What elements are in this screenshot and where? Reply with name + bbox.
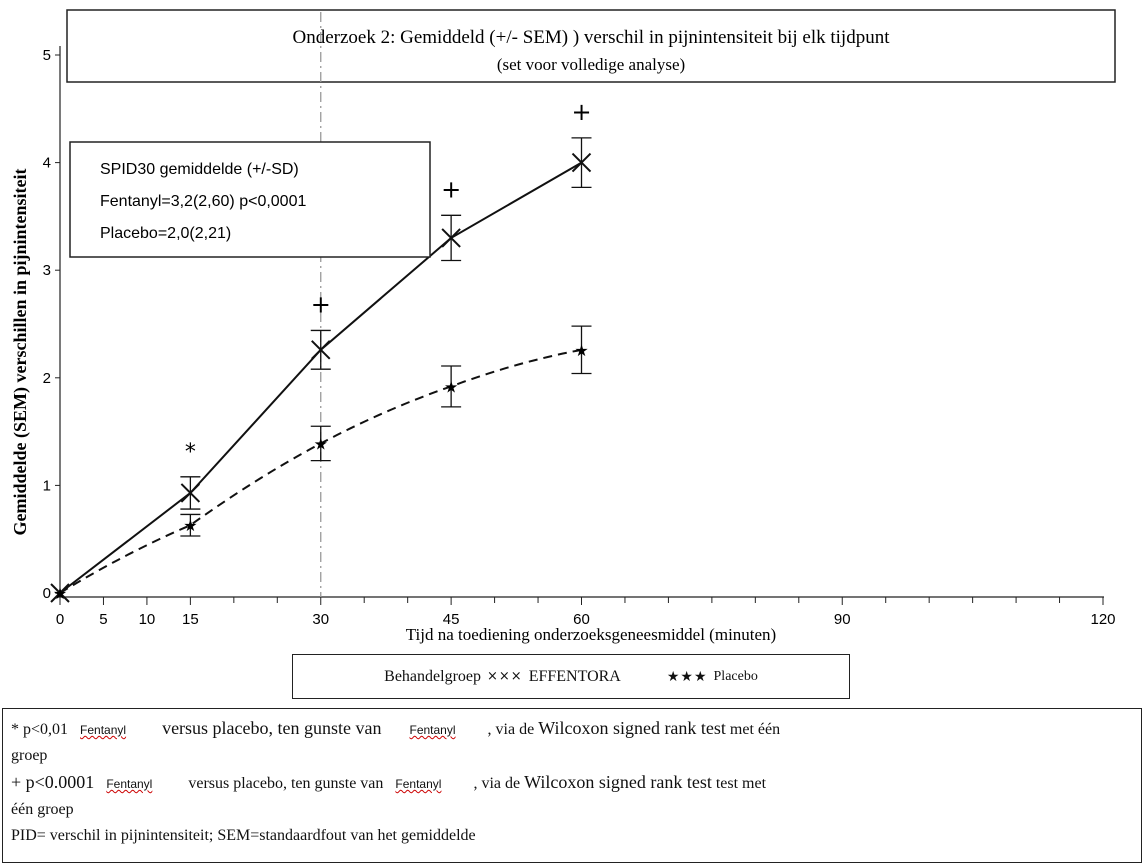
x-tick-label: 120: [1090, 611, 1115, 628]
y-tick-label: 5: [43, 47, 51, 64]
legend-placebo-label: Placebo: [713, 668, 758, 684]
legend-star-marker-icon: ★★★: [666, 668, 708, 685]
title-box: [66, 9, 1116, 83]
x-tick-label: 5: [99, 611, 107, 628]
footnote-3: PID= verschil in pijnintensiteit; SEM=st…: [11, 827, 476, 844]
footnote-1-versus: versus placebo, ten gunste van: [162, 718, 382, 738]
x-tick-label: 10: [139, 611, 156, 628]
footnote-1-cont: groep: [11, 747, 48, 764]
stats-line-1: SPID30 gemiddelde (+/-SD): [100, 161, 299, 178]
stats-line-2: Fentanyl=3,2(2,60) p<0,0001: [100, 193, 306, 210]
footnote-2-group: test met: [715, 775, 767, 792]
footnote-2-drug-2: Fentanyl: [395, 777, 442, 791]
footnote-2-test: Wilcoxon signed rank test: [524, 772, 712, 792]
significance-mark: +: [441, 175, 461, 203]
footnote-1-sig: * p<0,01: [11, 721, 69, 738]
footnote-1-group: met één: [729, 721, 781, 738]
data-point-x: [180, 483, 201, 503]
footnote-2: + p<0.0001 Fentanyl versus placebo, ten …: [11, 769, 1133, 797]
footnotes: * p<0,01 Fentanyl versus placebo, ten gu…: [2, 708, 1142, 863]
legend-x-marker-icon: ×××: [487, 669, 523, 684]
x-tick-label: 30: [312, 611, 329, 628]
chart-subtitle: (set voor volledige analyse): [497, 55, 685, 74]
footnote-1-drug-2: Fentanyl: [409, 723, 456, 737]
significance-mark: *: [185, 440, 196, 465]
data-point-star: ★: [444, 377, 458, 396]
legend: Behandelgroep ××× EFFENTORA ★★★ Placebo: [292, 654, 850, 699]
data-point-star: ★: [574, 341, 588, 360]
stats-box: [69, 141, 431, 258]
chart-title: Onderzoek 2: Gemiddeld (+/- SEM) ) versc…: [293, 27, 891, 48]
data-point-star: ★: [53, 584, 67, 603]
chart: Onderzoek 2: Gemiddeld (+/- SEM) ) versc…: [10, 9, 1116, 644]
x-tick-label: 45: [443, 611, 460, 628]
stats-line-3: Placebo=2,0(2,21): [100, 225, 231, 242]
data-point-x: [571, 152, 592, 173]
x-tick-label: 60: [573, 611, 590, 628]
y-tick-label: 1: [43, 477, 51, 494]
x-tick-label: 90: [834, 611, 851, 628]
y-tick-label: 0: [43, 585, 51, 602]
footnote-2-cont: één groep: [11, 801, 74, 818]
data-point-x: [441, 228, 461, 248]
footnote-1-test: Wilcoxon signed rank test: [538, 718, 726, 738]
y-tick-label: 4: [43, 155, 51, 172]
x-axis-label: Tijd na toediening onderzoeksgeneesmidde…: [406, 625, 776, 644]
data-point-star: ★: [183, 516, 197, 535]
footnote-1-drug: Fentanyl: [80, 723, 127, 737]
significance-mark: +: [571, 98, 591, 126]
x-tick-label: 15: [182, 611, 199, 628]
footnote-2-versus: versus placebo, ten gunste van: [188, 775, 384, 792]
y-tick-label: 2: [43, 370, 51, 387]
legend-effentora-label: EFFENTORA: [528, 667, 621, 685]
legend-prefix: Behandelgroep: [384, 667, 481, 685]
x-tick-label: 0: [56, 611, 64, 628]
significance-mark: +: [311, 290, 331, 318]
data-point-x: [311, 340, 331, 360]
y-tick-label: 3: [43, 262, 51, 279]
footnote-1-via: , via de: [487, 721, 535, 738]
footnote-1: * p<0,01 Fentanyl versus placebo, ten gu…: [11, 715, 1133, 743]
footnote-2-via: , via de: [473, 775, 521, 792]
y-axis-label: Gemiddelde (SEM) verschillen in pijninte…: [10, 168, 31, 535]
data-point-star: ★: [314, 434, 328, 453]
footnote-2-drug: Fentanyl: [106, 777, 153, 791]
footnote-2-sig: + p<0.0001: [11, 772, 95, 792]
